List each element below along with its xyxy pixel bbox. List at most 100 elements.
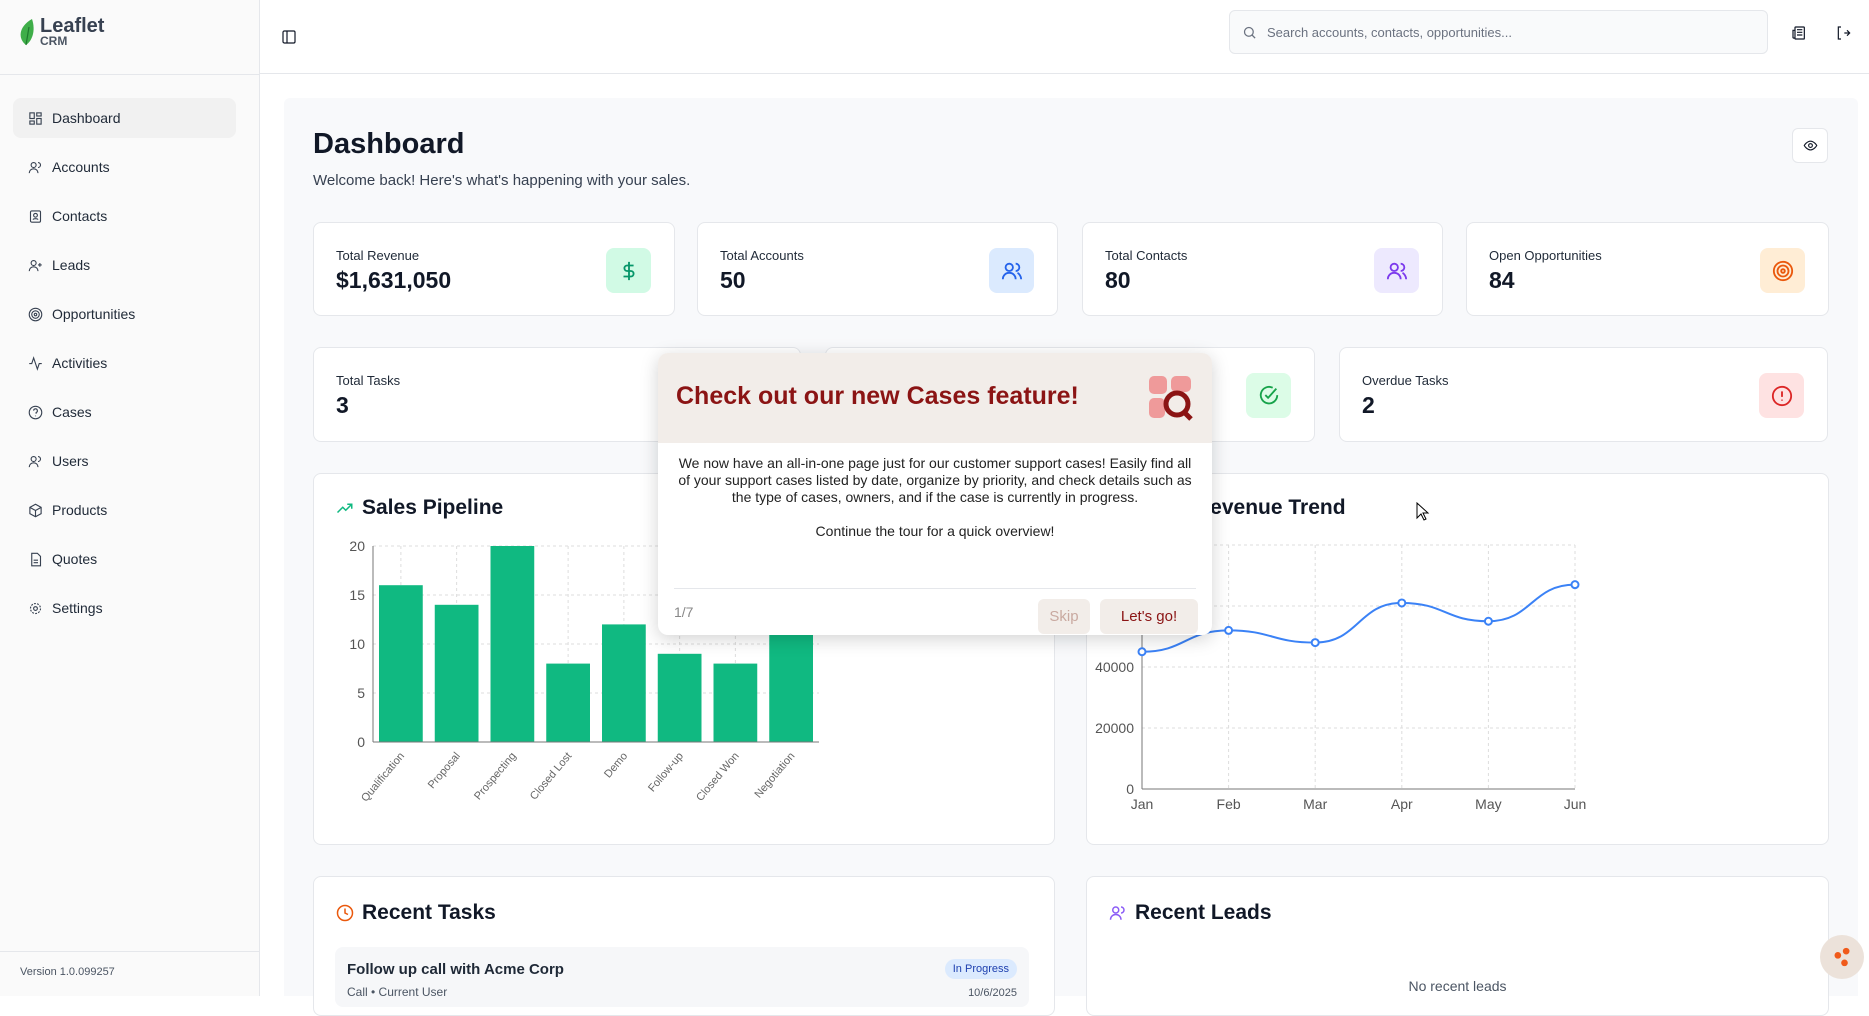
recent-tasks-card: Recent Tasks Follow up call with Acme Co…	[313, 876, 1055, 1016]
empty-state: No recent leads	[1408, 978, 1507, 994]
sidebar-item-cases[interactable]: Cases	[13, 392, 236, 432]
sidebar-item-label: Dashboard	[52, 110, 121, 126]
users-icon	[1109, 906, 1125, 920]
stat-card-open-opportunities[interactable]: Open Opportunities 84	[1466, 222, 1829, 316]
sidebar-item-label: Accounts	[52, 159, 110, 175]
divider	[674, 588, 1196, 589]
search-icon	[1243, 26, 1256, 39]
sidebar-item-label: Quotes	[52, 551, 98, 567]
card-title: Recent Leads	[1109, 901, 1272, 925]
sidebar-item-label: Cases	[52, 404, 92, 420]
target-icon	[1760, 248, 1805, 293]
tour-launcher-button[interactable]	[1820, 935, 1864, 979]
version-label: Version 1.0.099257	[20, 966, 115, 978]
page-subtitle: Welcome back! Here's what's happening wi…	[313, 172, 691, 189]
recent-leads-card: Recent Leads No recent leads	[1086, 876, 1829, 1016]
stat-value: 84	[1489, 267, 1515, 293]
mouse-cursor-icon	[1416, 502, 1430, 521]
logo[interactable]: Leaflet CRM	[16, 14, 104, 50]
sidebar-item-label: Activities	[52, 355, 108, 371]
dollar-icon	[606, 248, 651, 293]
users-icon	[1374, 248, 1419, 293]
stat-card-total-accounts[interactable]: Total Accounts 50	[697, 222, 1058, 316]
logout-button[interactable]	[1828, 18, 1858, 48]
toggle-sidebar-button[interactable]	[274, 22, 304, 52]
gear-icon	[29, 602, 42, 614]
sidebar-item-accounts[interactable]: Accounts	[13, 147, 236, 187]
contact-icon	[29, 209, 42, 223]
users-icon	[28, 161, 42, 173]
top-header	[260, 0, 1869, 74]
users-icon	[989, 248, 1034, 293]
sidebar-item-label: Settings	[52, 600, 103, 616]
sidebar-item-settings[interactable]: Settings	[13, 588, 236, 628]
user-plus-icon	[28, 259, 42, 271]
sidebar-nav: Dashboard Accounts Contacts Leads Opportunit…	[13, 98, 236, 637]
logout-icon	[1837, 26, 1851, 40]
stat-label: Total Accounts	[720, 248, 804, 263]
task-meta: Call • Current User	[347, 985, 448, 999]
stat-value: $1,631,050	[336, 267, 452, 293]
tour-header: Check out our new Cases feature!	[658, 353, 1212, 443]
sidebar-item-label: Users	[52, 453, 89, 469]
app-subname: CRM	[40, 34, 68, 48]
recent-tasks-title: Recent Tasks	[362, 901, 496, 924]
sidebar-item-label: Leads	[52, 257, 91, 273]
sidebar-item-leads[interactable]: Leads	[13, 245, 236, 285]
trending-up-icon	[336, 503, 353, 514]
divider	[0, 951, 260, 952]
stat-label: Overdue Tasks	[1362, 373, 1449, 388]
tour-popup: Check out our new Cases feature! We now …	[658, 353, 1212, 635]
customize-view-button[interactable]	[1792, 128, 1828, 163]
target-icon	[28, 307, 43, 321]
package-icon	[29, 503, 42, 517]
sidebar-item-products[interactable]: Products	[13, 490, 236, 530]
card-title: Recent Tasks	[336, 901, 496, 925]
stat-label: Total Revenue	[336, 248, 420, 263]
stat-card-total-revenue[interactable]: Total Revenue $1,631,050	[313, 222, 675, 316]
sidebar-item-label: Contacts	[52, 208, 108, 224]
sales-pipeline-title: Sales Pipeline	[362, 496, 504, 519]
stat-value: 3	[336, 392, 349, 418]
users-icon	[28, 455, 42, 467]
file-text-icon	[31, 552, 42, 566]
stat-value: 80	[1105, 267, 1131, 293]
task-date: 10/6/2025	[968, 987, 1017, 999]
newspaper-icon	[1792, 26, 1805, 40]
search-input[interactable]	[1267, 24, 1747, 40]
check-circle-icon	[1246, 373, 1291, 418]
search-box[interactable]	[1229, 10, 1768, 54]
sidebar-item-activities[interactable]: Activities	[13, 343, 236, 383]
stat-value: 2	[1362, 392, 1375, 418]
card-title: Sales Pipeline	[336, 496, 503, 520]
sidebar: Leaflet CRM Dashboard Accounts Contacts Lead…	[0, 0, 260, 996]
recent-leads-title: Recent Leads	[1135, 901, 1272, 924]
leaf-icon	[20, 19, 34, 46]
tour-cta: Continue the tour for a quick overview!	[815, 523, 1055, 539]
cases-search-icon	[1149, 376, 1193, 421]
docs-button[interactable]	[1784, 18, 1814, 48]
card-title: Revenue Trend	[1195, 496, 1346, 520]
tour-body: We now have an all-in-one page just for …	[678, 455, 1192, 505]
stat-value: 50	[720, 267, 746, 293]
skip-button[interactable]: Skip	[1038, 599, 1090, 634]
lets-go-button[interactable]: Let's go!	[1100, 599, 1198, 634]
clock-icon	[336, 904, 354, 922]
page-title: Dashboard	[313, 128, 465, 160]
status-badge: In Progress	[944, 959, 1017, 979]
sidebar-item-contacts[interactable]: Contacts	[13, 196, 236, 236]
stat-label: Total Tasks	[336, 373, 401, 388]
divider	[0, 74, 260, 75]
task-item[interactable]: Follow up call with Acme Corp Call • Cur…	[335, 947, 1029, 1007]
revenue-trend-title: Revenue Trend	[1195, 496, 1346, 519]
sidebar-item-users[interactable]: Users	[13, 441, 236, 481]
stat-card-total-contacts[interactable]: Total Contacts 80	[1082, 222, 1443, 316]
sidebar-item-quotes[interactable]: Quotes	[13, 539, 236, 579]
sidebar-item-opportunities[interactable]: Opportunities	[13, 294, 236, 334]
tour-title: Check out our new Cases feature!	[676, 382, 1079, 410]
stat-label: Total Contacts	[1105, 248, 1188, 263]
help-circle-icon	[28, 405, 43, 419]
sidebar-item-dashboard[interactable]: Dashboard	[13, 98, 236, 138]
sidebar-item-label: Opportunities	[52, 306, 136, 322]
stat-card-overdue-tasks[interactable]: Overdue Tasks 2	[1339, 347, 1828, 442]
